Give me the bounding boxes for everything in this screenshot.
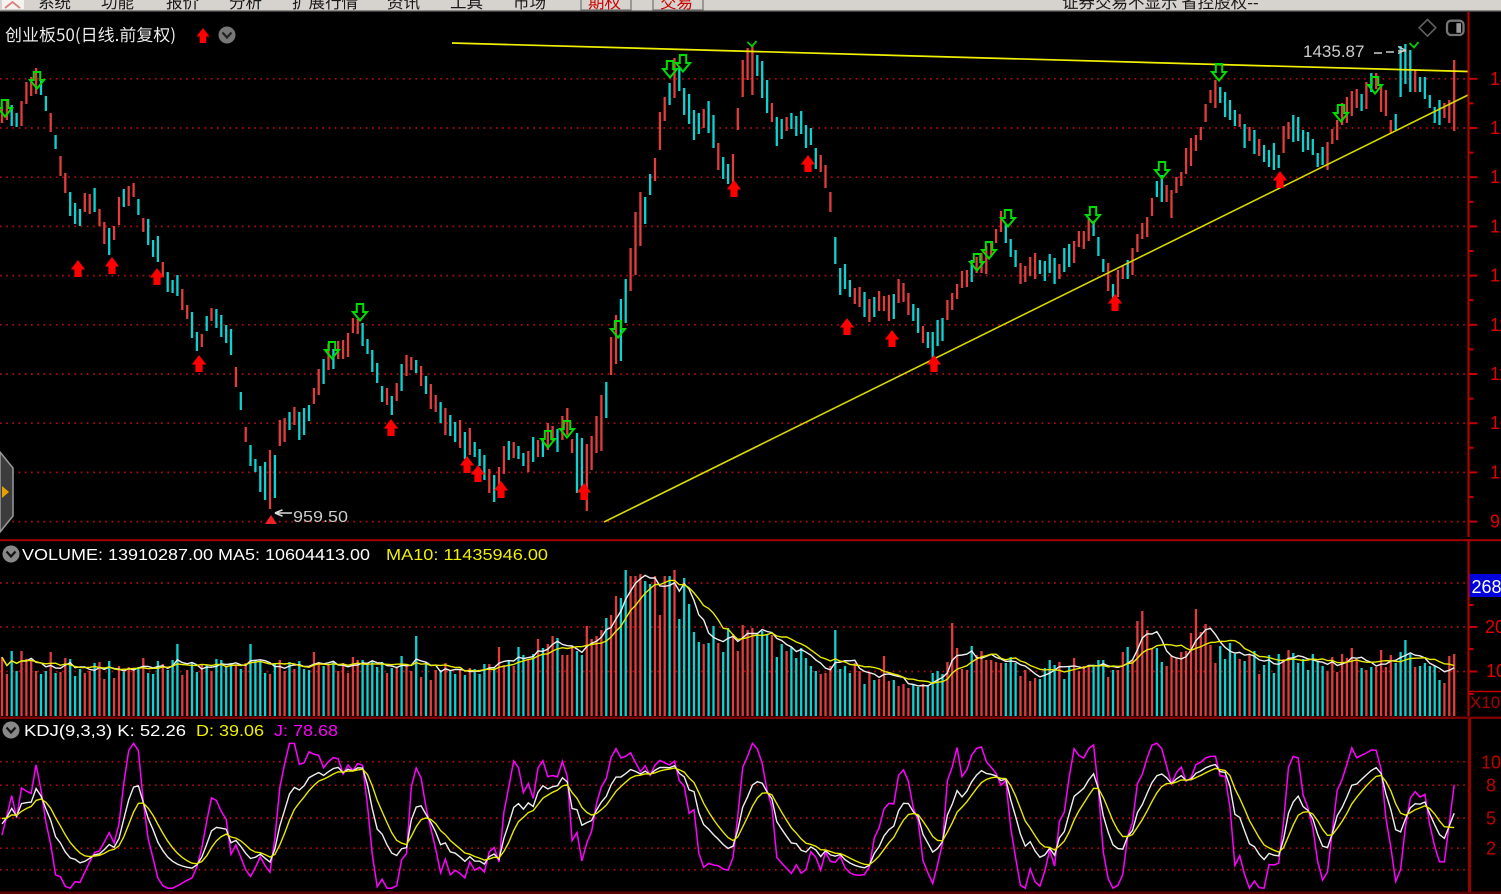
svg-text:D: 39.06: D: 39.06	[196, 723, 264, 740]
svg-text:1435.87: 1435.87	[1303, 42, 1364, 61]
svg-text:1300: 1300	[1490, 167, 1501, 187]
svg-text:959.50: 959.50	[293, 509, 348, 526]
svg-text:20: 20	[1485, 617, 1501, 637]
svg-text:5: 5	[1486, 809, 1496, 829]
svg-text:1050: 1050	[1490, 413, 1501, 433]
svg-text:10: 10	[1486, 661, 1501, 681]
svg-text:MA10: 11435946.00: MA10: 11435946.00	[386, 547, 548, 564]
svg-text:10: 10	[1481, 753, 1501, 773]
svg-text:1200: 1200	[1490, 266, 1501, 286]
svg-text:2: 2	[1486, 839, 1496, 859]
svg-text:1250: 1250	[1490, 216, 1501, 236]
svg-text:950: 950	[1490, 512, 1501, 532]
svg-text:1350: 1350	[1490, 118, 1501, 138]
svg-text:1000: 1000	[1490, 462, 1501, 482]
svg-text:268: 268	[1472, 577, 1501, 597]
svg-text:J: 78.68: J: 78.68	[274, 723, 338, 740]
svg-text:1150: 1150	[1490, 315, 1501, 335]
svg-text:VOLUME: 13910287.00 MA5: 10604: VOLUME: 13910287.00 MA5: 10604413.00	[22, 547, 370, 564]
svg-text:1400: 1400	[1490, 69, 1501, 89]
svg-text:8: 8	[1486, 776, 1496, 796]
svg-text:1100: 1100	[1490, 364, 1501, 384]
svg-text:X10: X10	[1470, 693, 1500, 712]
svg-text:KDJ(9,3,3) K: 52.26: KDJ(9,3,3) K: 52.26	[24, 723, 186, 740]
